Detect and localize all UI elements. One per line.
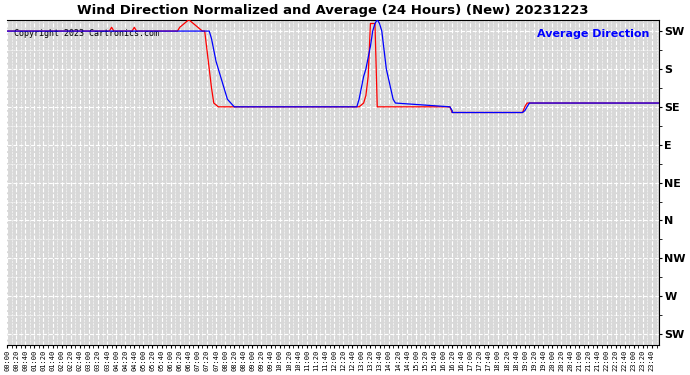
Text: Average Direction: Average Direction [537,30,649,39]
Title: Wind Direction Normalized and Average (24 Hours) (New) 20231223: Wind Direction Normalized and Average (2… [77,4,589,17]
Text: Copyright 2023 Cartronics.com: Copyright 2023 Cartronics.com [14,30,159,39]
